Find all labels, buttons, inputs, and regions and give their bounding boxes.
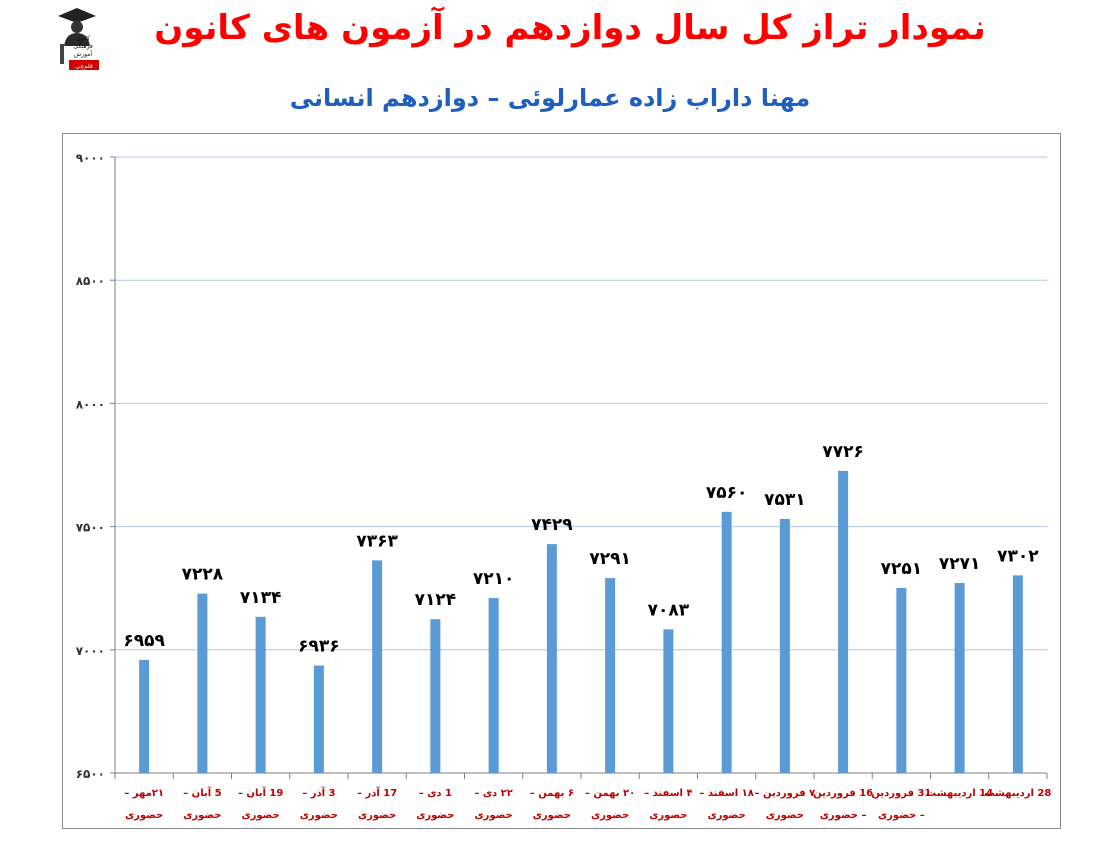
bar xyxy=(605,578,616,773)
bar xyxy=(721,511,732,773)
x-tick-label: 5 آبان – xyxy=(183,786,221,799)
bar xyxy=(954,583,965,773)
bar xyxy=(1012,575,1023,773)
bar xyxy=(896,587,907,773)
data-label: ۷۲۱۰ xyxy=(473,569,515,589)
x-tick-label: 3 آذر – xyxy=(302,786,335,799)
x-tick-label: ۲۱مهر – xyxy=(124,788,164,799)
data-label: ۷۲۹۱ xyxy=(589,549,631,569)
data-label: ۷۵۶۰ xyxy=(706,483,748,503)
bar xyxy=(255,616,266,773)
x-tick-label: ۶ بهمن – xyxy=(530,788,574,799)
data-label: ۶۹۵۹ xyxy=(123,631,165,651)
graduate-logo-icon xyxy=(58,8,96,64)
x-tick-label: 1 دی – xyxy=(419,788,452,799)
logo-badge: قلم‌چی xyxy=(75,63,93,70)
x-tick-label: 31 فروردین xyxy=(871,788,931,799)
data-label: ۷۱۳۴ xyxy=(240,588,282,608)
chart-title: نمودار تراز کل سال دوازدهم در آزمون های … xyxy=(154,8,986,48)
x-tick-label: 16 فروردین xyxy=(813,788,873,799)
x-tick-label: 19 آبان – xyxy=(238,786,283,799)
x-tick-label: – حضوری xyxy=(878,810,925,821)
data-label: ۷۲۲۸ xyxy=(182,565,224,585)
bar xyxy=(139,659,150,773)
x-tick-label: ۲۰ بهمن – xyxy=(585,788,635,799)
bar xyxy=(372,560,383,773)
chart-subtitle: مهنا داراب زاده عمارلوئی – دوازدهم انسان… xyxy=(289,84,811,112)
data-label: ۷۱۲۴ xyxy=(415,590,457,610)
y-tick-label: ۹۰۰۰ xyxy=(76,151,105,165)
logo-line-3: آموزش xyxy=(74,49,93,58)
x-tick-label: حضوری xyxy=(533,810,571,821)
x-tick-label: حضوری xyxy=(300,810,338,821)
data-label: ۶۹۳۶ xyxy=(298,637,340,657)
x-tick-label: ۴ اسفند – xyxy=(644,788,692,799)
bar xyxy=(779,518,790,773)
x-tick-label: حضوری xyxy=(183,810,221,821)
y-tick-label: ۸۰۰۰ xyxy=(76,397,105,411)
x-tick-label: حضوری xyxy=(766,810,804,821)
data-label: ۷۴۲۹ xyxy=(531,515,573,535)
x-tick-label: ۱۸ اسفند – xyxy=(699,788,754,799)
x-tick-label: 17 آذر – xyxy=(357,786,397,799)
y-tick-label: ۶۵۰۰ xyxy=(76,767,105,781)
bar xyxy=(197,593,208,773)
x-tick-label: ۲۲ دی – xyxy=(474,788,512,799)
y-tick-label: ۷۰۰۰ xyxy=(76,644,105,658)
bar xyxy=(430,619,441,773)
x-tick-label: حضوری xyxy=(649,810,687,821)
kanoon-logo: کانون فرهنگی آموزش قلم‌چی xyxy=(52,6,102,72)
data-label: ۷۵۳۱ xyxy=(764,490,806,510)
data-label: ۷۰۸۳ xyxy=(648,600,690,620)
data-label: ۷۷۲۶ xyxy=(822,442,864,462)
x-tick-label: حضوری xyxy=(125,810,163,821)
data-label: ۷۳۰۲ xyxy=(997,546,1039,566)
bar xyxy=(838,470,849,773)
x-tick-label: حضوری xyxy=(474,810,512,821)
x-tick-label: حضوری xyxy=(358,810,396,821)
logo-line-2: فرهنگی xyxy=(73,42,93,50)
x-tick-label: 14 اردیبهشت xyxy=(926,788,993,799)
x-tick-label: ۷ فروردین – xyxy=(755,788,816,799)
x-tick-label: حضوری xyxy=(707,810,745,821)
x-tick-label: حضوری xyxy=(591,810,629,821)
y-tick-label: ۸۵۰۰ xyxy=(76,274,105,288)
x-tick-label: حضوری xyxy=(241,810,279,821)
data-label: ۷۲۵۱ xyxy=(881,559,923,579)
x-tick-label: 28 اردیبهشت xyxy=(984,788,1051,799)
data-label: ۷۳۶۳ xyxy=(356,531,398,551)
chart-frame xyxy=(62,133,1061,829)
bar xyxy=(488,598,499,773)
logo-line-1: کانون xyxy=(76,35,90,42)
bar xyxy=(663,629,674,773)
bar xyxy=(546,544,557,773)
data-label: ۷۲۷۱ xyxy=(939,554,981,574)
x-tick-label: – حضوری xyxy=(820,810,867,821)
y-tick-label: ۷۵۰۰ xyxy=(76,521,105,535)
bar xyxy=(313,665,324,773)
x-tick-label: حضوری xyxy=(416,810,454,821)
